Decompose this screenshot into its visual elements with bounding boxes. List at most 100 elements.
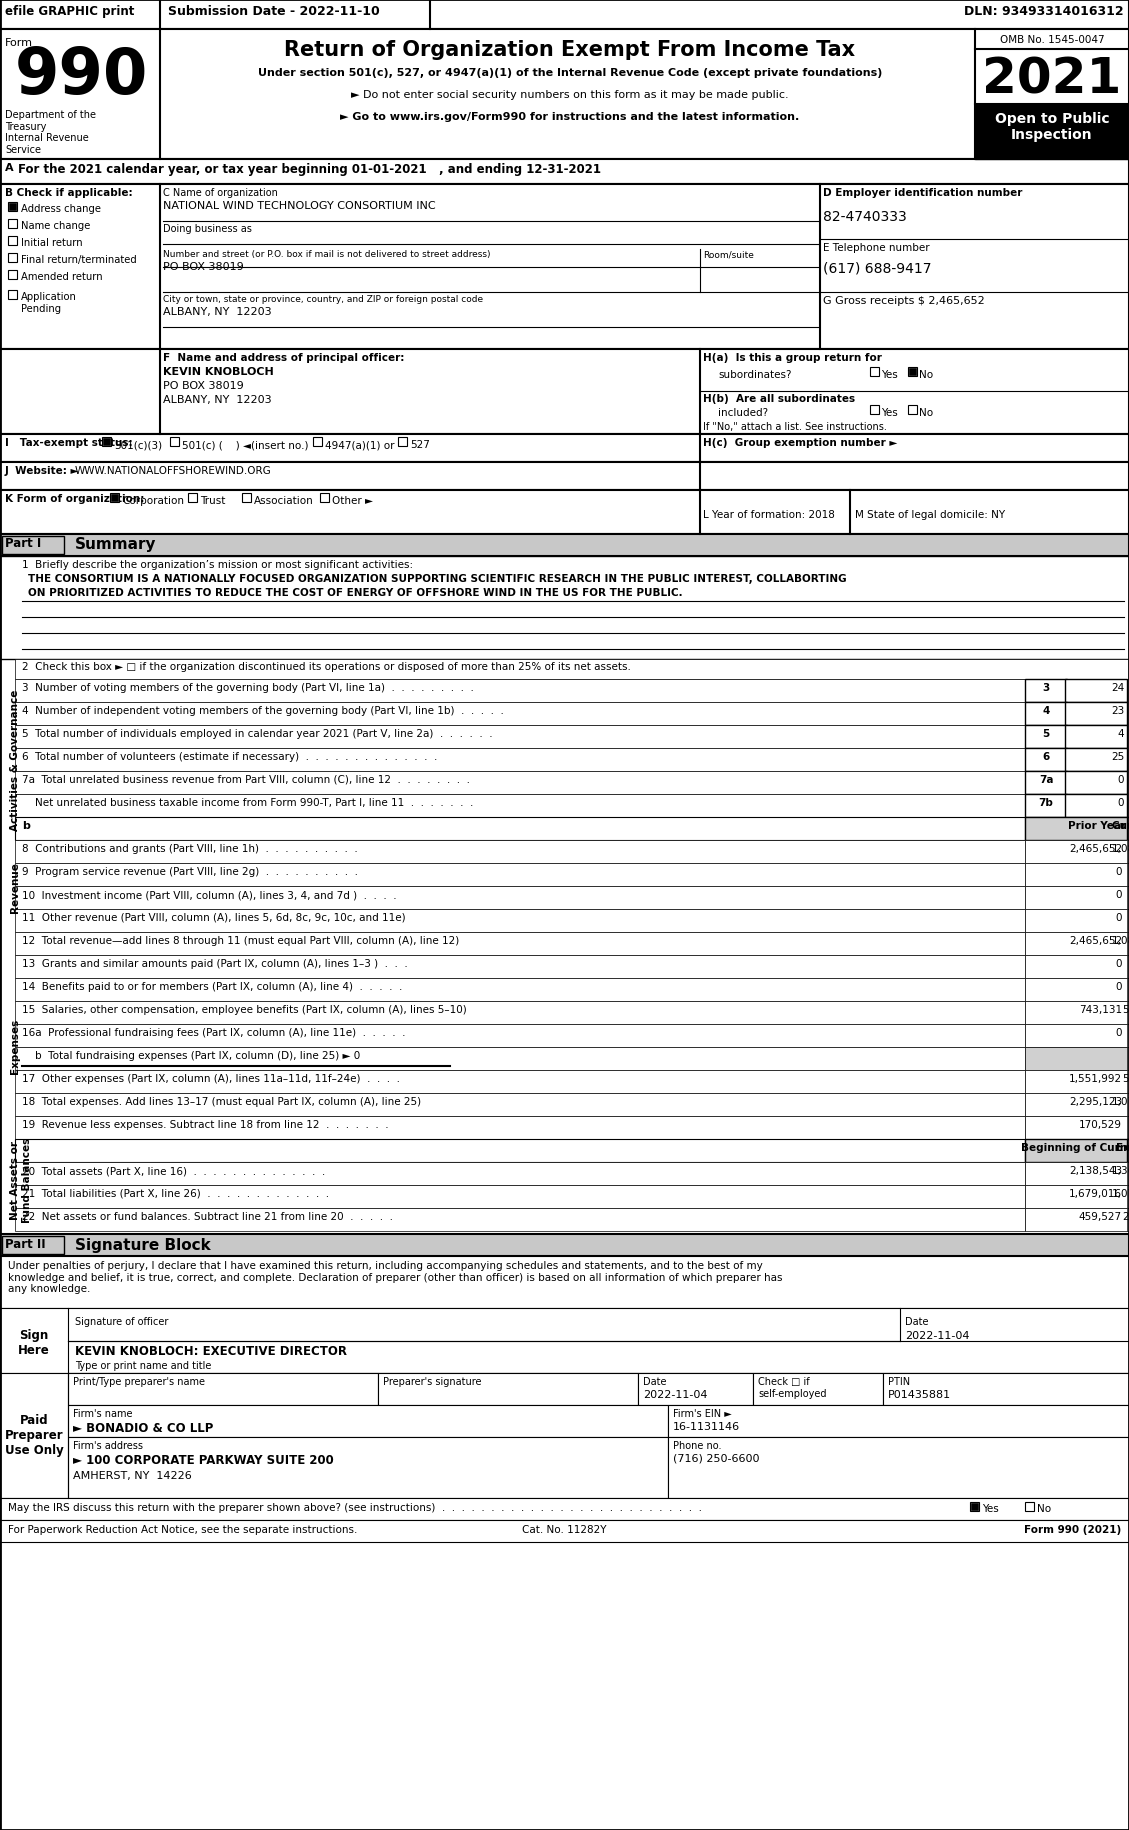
Text: 9  Program service revenue (Part VIII, line 2g)  .  .  .  .  .  .  .  .  .  .: 9 Program service revenue (Part VIII, li…	[21, 867, 358, 877]
Bar	[1127, 933, 1129, 955]
Text: ► Do not enter social security numbers on this form as it may be made public.: ► Do not enter social security numbers o…	[351, 90, 789, 101]
Bar	[313, 437, 322, 447]
Text: End of Year: End of Year	[1117, 1142, 1129, 1153]
Text: 743,131: 743,131	[1079, 1005, 1122, 1014]
Text: 1  Briefly describe the organization’s mission or most significant activities:: 1 Briefly describe the organization’s mi…	[21, 560, 413, 569]
Text: Phone no.: Phone no.	[673, 1440, 721, 1449]
Text: Association: Association	[254, 496, 314, 505]
Bar	[15, 864, 1025, 886]
Text: 17  Other expenses (Part IX, column (A), lines 11a–11d, 11f–24e)  .  .  .  .: 17 Other expenses (Part IX, column (A), …	[21, 1074, 400, 1083]
Bar	[1065, 794, 1127, 818]
Text: 501(c) (    ) ◄(insert no.): 501(c) ( ) ◄(insert no.)	[182, 439, 308, 450]
Bar	[1127, 818, 1129, 840]
Text: K Form of organization:: K Form of organization:	[5, 494, 145, 503]
Text: P01435881: P01435881	[889, 1389, 951, 1400]
Text: Number and street (or P.O. box if mail is not delivered to street address): Number and street (or P.O. box if mail i…	[163, 251, 490, 258]
Bar	[110, 494, 119, 503]
Bar	[15, 772, 1025, 794]
Bar	[68, 1437, 668, 1499]
Text: For the 2021 calendar year, or tax year beginning 01-01-2021   , and ending 12-3: For the 2021 calendar year, or tax year …	[18, 163, 601, 176]
Text: Part I: Part I	[5, 536, 42, 549]
Text: OMB No. 1545-0047: OMB No. 1545-0047	[999, 35, 1104, 46]
Bar	[2, 536, 64, 554]
Bar	[15, 748, 1025, 772]
Text: KEVIN KNOBLOCH: KEVIN KNOBLOCH	[163, 366, 273, 377]
Bar	[242, 494, 251, 503]
Text: 4: 4	[1118, 728, 1124, 739]
Text: 4  Number of independent voting members of the governing body (Part VI, line 1b): 4 Number of independent voting members o…	[21, 706, 504, 716]
Text: 1,366,232: 1,366,232	[1112, 1166, 1129, 1175]
Bar	[1127, 910, 1129, 933]
Bar	[668, 1405, 1129, 1437]
Bar	[8, 203, 17, 212]
Text: No: No	[919, 370, 934, 381]
Text: NATIONAL WIND TECHNOLOGY CONSORTIUM INC: NATIONAL WIND TECHNOLOGY CONSORTIUM INC	[163, 201, 436, 210]
Text: 13  Grants and similar amounts paid (Part IX, column (A), lines 1–3 )  .  .  .: 13 Grants and similar amounts paid (Part…	[21, 959, 408, 968]
Bar	[1025, 748, 1067, 772]
Bar	[1065, 679, 1127, 703]
Text: ALBANY, NY  12203: ALBANY, NY 12203	[163, 395, 272, 404]
Text: 2,465,652: 2,465,652	[1069, 844, 1122, 853]
Bar	[15, 659, 1129, 679]
Bar	[15, 1140, 1025, 1162]
Bar	[0, 490, 1129, 534]
Bar	[399, 437, 406, 447]
Text: C Name of organization: C Name of organization	[163, 188, 278, 198]
Text: Other ►: Other ►	[332, 496, 373, 505]
Bar	[1025, 1047, 1129, 1071]
Bar	[0, 1499, 1129, 1521]
Bar	[15, 955, 1025, 979]
Bar	[1025, 1025, 1129, 1047]
Text: 11  Other revenue (Part VIII, column (A), lines 5, 6d, 8c, 9c, 10c, and 11e): 11 Other revenue (Part VIII, column (A),…	[21, 913, 405, 922]
Text: Final return/terminated: Final return/terminated	[21, 254, 137, 265]
Bar	[15, 1025, 1025, 1047]
Text: 3: 3	[1042, 683, 1050, 692]
Text: 1,679,016: 1,679,016	[1069, 1188, 1122, 1199]
Bar	[1025, 1071, 1129, 1093]
Bar	[1127, 864, 1129, 886]
Text: M State of legal domicile: NY: M State of legal domicile: NY	[855, 511, 1005, 520]
Text: ALBANY, NY  12203: ALBANY, NY 12203	[163, 307, 272, 317]
Text: Firm's address: Firm's address	[73, 1440, 143, 1449]
Text: 534,566: 534,566	[1122, 1005, 1129, 1014]
Bar	[378, 1372, 638, 1405]
Text: 0: 0	[1115, 1027, 1122, 1038]
Text: I   Tax-exempt status:: I Tax-exempt status:	[5, 437, 132, 448]
Bar	[189, 494, 196, 503]
Text: D Employer identification number: D Employer identification number	[823, 188, 1023, 198]
Bar	[1127, 1093, 1129, 1116]
Text: 6: 6	[1042, 752, 1050, 761]
Bar	[15, 1116, 1025, 1140]
Text: Yes: Yes	[881, 370, 898, 381]
Bar	[1025, 794, 1067, 818]
Text: E Telephone number: E Telephone number	[823, 243, 929, 253]
Text: 18  Total expenses. Add lines 13–17 (must equal Part IX, column (A), line 25): 18 Total expenses. Add lines 13–17 (must…	[21, 1096, 421, 1107]
Text: 2,465,652: 2,465,652	[1069, 935, 1122, 946]
Text: Type or print name and title: Type or print name and title	[75, 1360, 211, 1371]
Text: Application
Pending: Application Pending	[21, 291, 77, 313]
Text: 170,529: 170,529	[1079, 1120, 1122, 1129]
Text: City or town, state or province, country, and ZIP or foreign postal code: City or town, state or province, country…	[163, 295, 483, 304]
Bar	[971, 1502, 978, 1510]
Text: 1,077,234: 1,077,234	[1112, 1188, 1129, 1199]
Bar	[2, 1237, 64, 1254]
Text: 0: 0	[1118, 774, 1124, 785]
Bar	[1025, 955, 1129, 979]
Bar	[1025, 1162, 1129, 1186]
Text: 24: 24	[1111, 683, 1124, 692]
Text: 14  Benefits paid to or for members (Part IX, column (A), line 4)  .  .  .  .  .: 14 Benefits paid to or for members (Part…	[21, 981, 402, 992]
Text: ON PRIORITIZED ACTIVITIES TO REDUCE THE COST OF ENERGY OF OFFSHORE WIND IN THE U: ON PRIORITIZED ACTIVITIES TO REDUCE THE …	[28, 587, 683, 598]
Text: Cat. No. 11282Y: Cat. No. 11282Y	[522, 1524, 606, 1534]
Bar	[1127, 1001, 1129, 1025]
Bar	[1025, 864, 1129, 886]
Text: b: b	[21, 820, 29, 831]
Text: G Gross receipts $ 2,465,652: G Gross receipts $ 2,465,652	[823, 296, 984, 306]
Bar	[15, 703, 1025, 727]
Bar	[0, 1372, 1129, 1499]
Text: Date: Date	[905, 1316, 928, 1327]
Text: May the IRS discuss this return with the preparer shown above? (see instructions: May the IRS discuss this return with the…	[8, 1502, 702, 1512]
Text: Doing business as: Doing business as	[163, 223, 252, 234]
Bar	[15, 1001, 1025, 1025]
Text: ► 100 CORPORATE PARKWAY SUITE 200: ► 100 CORPORATE PARKWAY SUITE 200	[73, 1453, 334, 1466]
Text: Open to Public
Inspection: Open to Public Inspection	[995, 112, 1110, 143]
